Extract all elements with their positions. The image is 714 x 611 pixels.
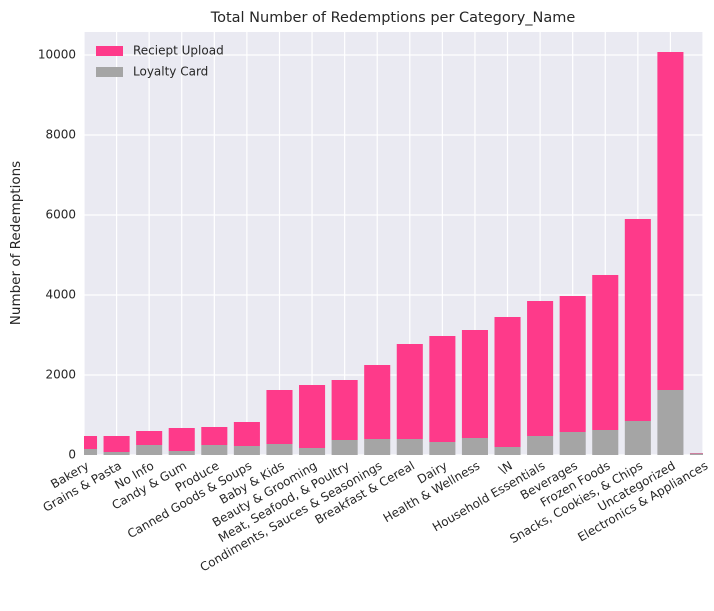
bar-segment <box>299 448 325 455</box>
bar-segment <box>136 431 162 445</box>
y-tick-label: 8000 <box>45 128 76 142</box>
legend-swatch <box>96 46 123 56</box>
bar-segment <box>657 52 683 390</box>
legend-swatch <box>96 67 123 77</box>
bar-segment <box>234 446 260 455</box>
bar-segment <box>625 219 651 421</box>
bar-segment <box>494 447 520 455</box>
bar-segment <box>560 432 586 455</box>
y-tick-label: 6000 <box>45 208 76 222</box>
y-tick-label: 2000 <box>45 368 76 382</box>
bar-segment <box>527 301 553 436</box>
bar-segment <box>592 430 618 455</box>
y-tick-label: 10000 <box>38 48 76 62</box>
bar-segment <box>429 336 455 442</box>
bar-segment <box>332 380 358 440</box>
bar-segment <box>364 365 390 439</box>
bar-segment <box>104 436 130 452</box>
bar-segment <box>527 436 553 455</box>
y-tick-label: 0 <box>68 448 76 462</box>
bar-segment <box>397 439 423 455</box>
bar-segment <box>299 385 325 448</box>
bar-segment <box>397 344 423 439</box>
chart-title: Total Number of Redemptions per Category… <box>210 10 576 26</box>
bar-segment <box>201 445 227 455</box>
bar-segment <box>234 422 260 446</box>
y-tick-label: 4000 <box>45 288 76 302</box>
y-axis-label: Number of Redemptions <box>8 161 24 325</box>
bar-segment <box>136 445 162 455</box>
bar-segment <box>332 440 358 455</box>
bar-segment <box>169 451 195 455</box>
bar-segment <box>462 330 488 438</box>
bar-segment <box>560 296 586 432</box>
bar-segment <box>592 275 618 430</box>
bar-segment <box>462 438 488 455</box>
bar-segment <box>266 444 292 455</box>
bar-segment <box>494 317 520 447</box>
bar-segment <box>625 421 651 455</box>
bar-segment <box>690 453 714 455</box>
bar-segment <box>169 428 195 451</box>
bar-segment <box>104 452 130 455</box>
bar-segment <box>266 390 292 444</box>
bar-segment <box>429 442 455 455</box>
bar-segment <box>201 427 227 445</box>
legend-label: Reciept Upload <box>133 44 224 58</box>
legend-label: Loyalty Card <box>133 65 208 79</box>
bar-segment <box>657 390 683 455</box>
bar-segment <box>364 439 390 455</box>
